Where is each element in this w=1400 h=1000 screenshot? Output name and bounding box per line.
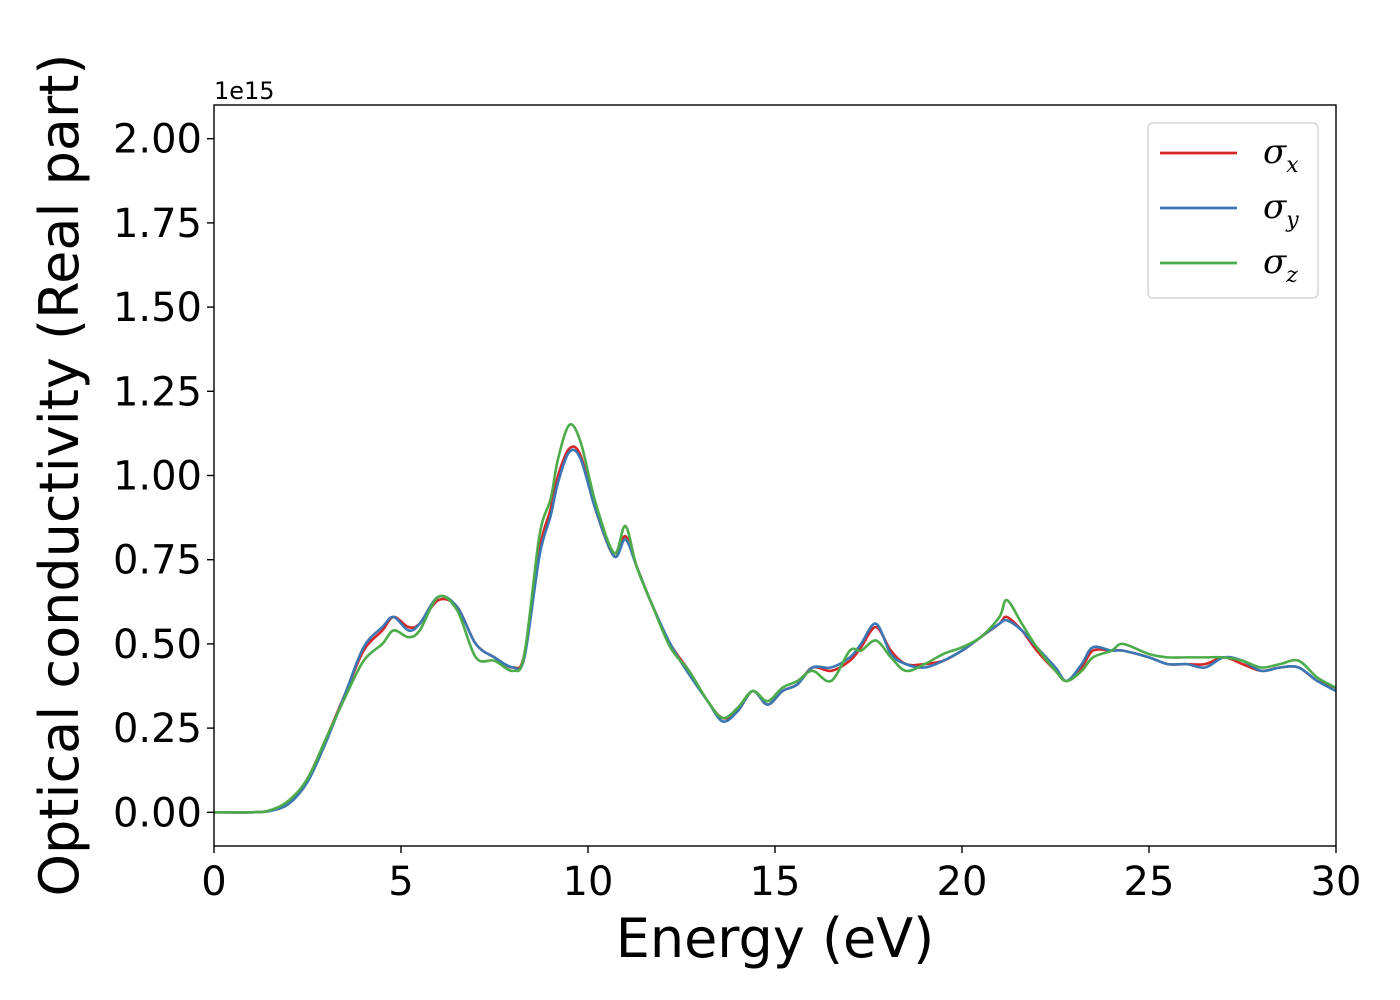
y-tick-label: 2.00	[113, 117, 202, 163]
x-tick-label: 15	[750, 859, 801, 905]
y-tick-label: 1.00	[113, 454, 202, 500]
y-tick-label: 1.75	[113, 201, 202, 247]
y-tick-label: 0.75	[113, 538, 202, 584]
y-axis: 0.00 0.25 0.50 0.75 1.00 1.25 1.50 1.75 2.00	[113, 117, 214, 836]
x-axis: 0 5 10 15 20 25 30	[201, 846, 1361, 905]
x-tick-label: 5	[388, 859, 413, 905]
x-tick-label: 25	[1124, 859, 1175, 905]
x-tick-label: 20	[937, 859, 988, 905]
legend-label-sigma-z: σz	[1263, 242, 1298, 288]
y-tick-label: 1.25	[113, 369, 202, 415]
x-tick-label: 0	[201, 859, 226, 905]
x-tick-label: 10	[563, 859, 614, 905]
y-tick-label: 0.25	[113, 706, 202, 752]
y-tick-label: 0.00	[113, 790, 202, 836]
y-tick-label: 0.50	[113, 622, 202, 668]
series-line-sigma-y	[214, 448, 1336, 814]
x-axis-title: Energy (eV)	[616, 907, 935, 970]
legend-label-sigma-y: σy	[1263, 187, 1299, 233]
y-axis-title: Optical conductivity (Real part)	[28, 54, 91, 897]
legend-box	[1147, 122, 1319, 299]
series-line-sigma-z	[214, 423, 1336, 814]
y-tick-label: 1.50	[113, 285, 202, 331]
x-tick-label: 30	[1311, 859, 1362, 905]
legend-label-sigma-x: σx	[1263, 132, 1299, 178]
series-group	[214, 423, 1336, 814]
y-offset-label: 1e15	[214, 77, 275, 105]
legend: σx σy σz	[1147, 122, 1319, 299]
